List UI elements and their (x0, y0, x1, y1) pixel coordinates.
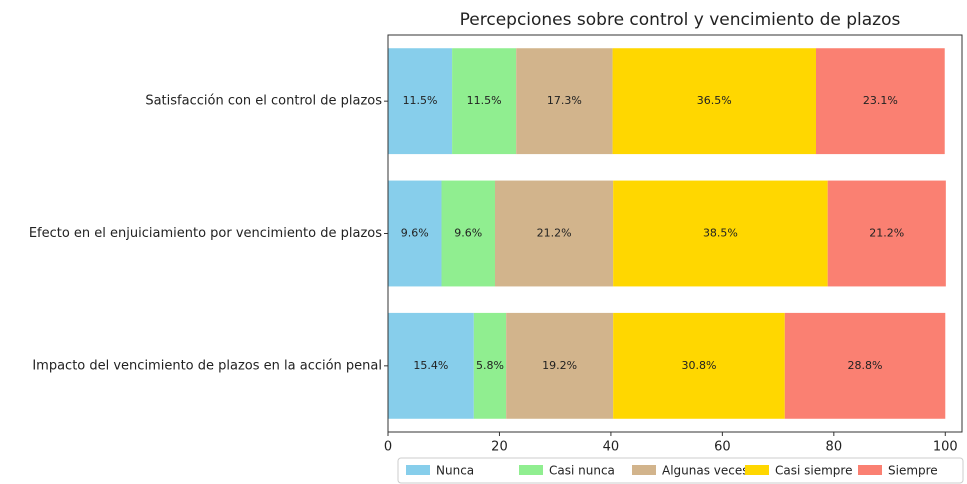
bar-segment (441, 180, 495, 287)
legend-label: Algunas veces (662, 464, 749, 478)
chart-title: Percepciones sobre control y vencimiento… (460, 10, 901, 30)
legend-label: Casi siempre (775, 464, 852, 478)
bar-segment (612, 48, 816, 155)
bar-segment (494, 180, 614, 287)
data-label: 11.5% (467, 94, 502, 107)
x-tick-label: 20 (491, 440, 508, 455)
data-label: 38.5% (703, 227, 738, 240)
legend-label: Siempre (888, 464, 938, 478)
x-tick-label: 100 (933, 440, 958, 455)
legend-swatch (519, 465, 543, 475)
data-label: 19.2% (542, 359, 577, 372)
legend-label: Casi nunca (549, 464, 615, 478)
bar-segment (388, 180, 442, 287)
bar-segment (473, 312, 507, 419)
legend-box (397, 457, 964, 484)
data-label: 9.6% (454, 227, 482, 240)
x-tick-label: 40 (603, 440, 620, 455)
x-tick-label: 60 (714, 440, 731, 455)
x-tick-label: 0 (384, 440, 392, 455)
bar-segment (388, 312, 474, 419)
data-label: 36.5% (697, 94, 732, 107)
data-label: 21.2% (537, 227, 572, 240)
data-label: 21.2% (869, 227, 904, 240)
bar-segment (827, 180, 946, 287)
legend-swatch (632, 465, 656, 475)
bar-segment (452, 48, 517, 155)
data-label: 5.8% (476, 359, 504, 372)
bar-segment (613, 312, 785, 419)
data-label: 28.8% (848, 359, 883, 372)
legend-swatch (745, 465, 769, 475)
bar-segment (784, 312, 946, 419)
legend-label: Nunca (436, 464, 474, 478)
data-label: 15.4% (413, 359, 448, 372)
bar-segment (516, 48, 613, 155)
plot-frame (387, 34, 963, 433)
y-tick-label: Efecto en el enjuiciamiento por vencimie… (29, 226, 382, 241)
data-label: 11.5% (403, 94, 438, 107)
data-label: 9.6% (401, 227, 429, 240)
data-label: 30.8% (681, 359, 716, 372)
data-label: 23.1% (863, 94, 898, 107)
legend-swatch (858, 465, 882, 475)
bar-segment (506, 312, 614, 419)
bar-segment (388, 48, 453, 155)
x-tick-label: 80 (826, 440, 843, 455)
data-label: 17.3% (547, 94, 582, 107)
y-tick-label: Satisfacción con el control de plazos (145, 94, 382, 109)
legend: Nunca Casi nunca Algunas veces Casi siempre… (397, 457, 964, 484)
y-tick-label: Impacto del vencimiento de plazos en la … (32, 358, 382, 373)
legend-swatch (406, 465, 430, 475)
bar-segment (613, 180, 828, 287)
bar-segment (815, 48, 945, 155)
